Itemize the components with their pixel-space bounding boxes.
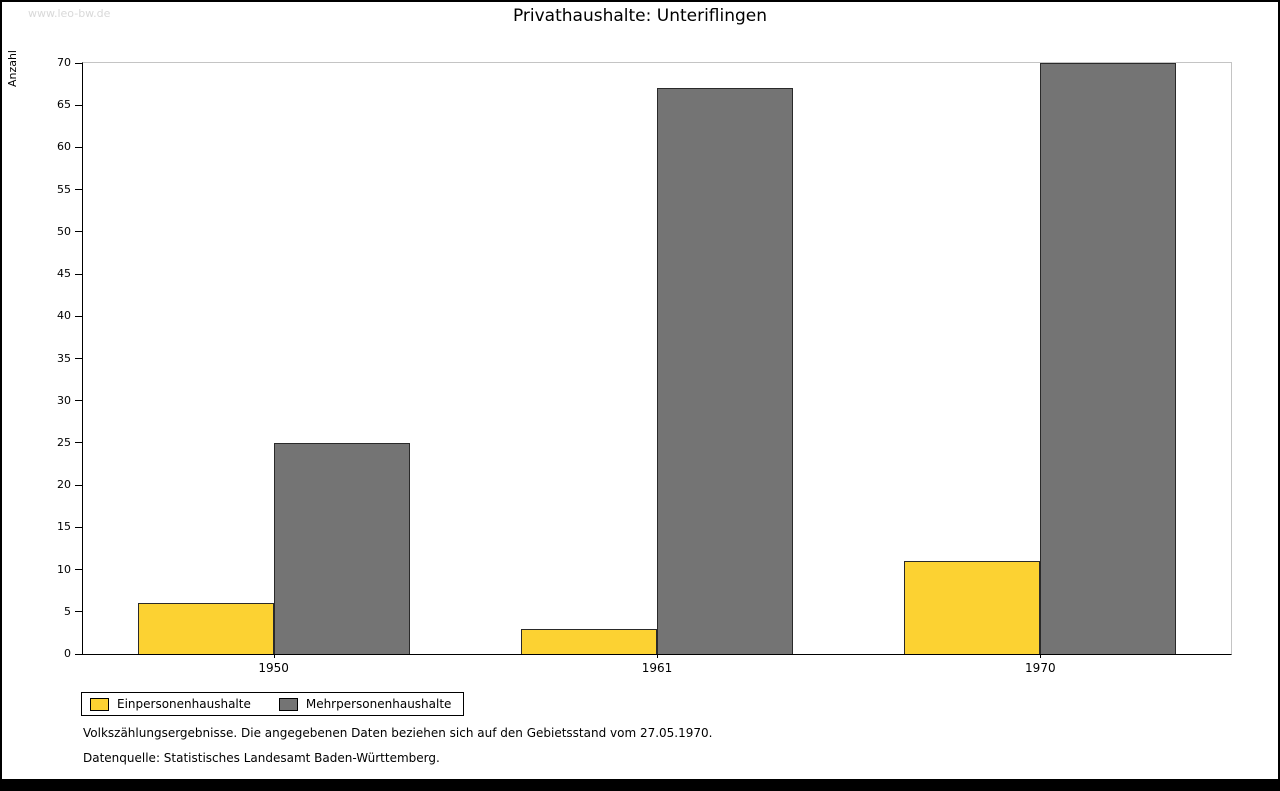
- y-tick: [75, 400, 83, 402]
- y-tick: [75, 653, 83, 655]
- x-tick-label: 1961: [465, 654, 848, 675]
- y-tick-label: 5: [64, 604, 71, 618]
- bar-1950-mehrpersonenhaushalte: [274, 442, 411, 654]
- footnotes: Volkszählungsergebnisse. Die angegebenen…: [83, 726, 712, 776]
- y-tick-label: 20: [57, 478, 71, 492]
- legend-item: Einpersonenhaushalte: [90, 697, 251, 711]
- y-tick-label: 50: [57, 224, 71, 238]
- y-tick-label: 0: [64, 647, 71, 660]
- y-axis: 0 5 10 15 20 25 30 35 40 45 50 55 60 65 70: [57, 56, 1231, 660]
- watermark: www.leo-bw.de: [28, 7, 111, 20]
- y-tick-label: 70: [57, 56, 71, 69]
- y-tick-label: 45: [57, 267, 71, 281]
- y-tick-label: 55: [57, 182, 71, 196]
- x-tick-label: 1950: [82, 654, 465, 675]
- bar-group-1961: [466, 63, 849, 654]
- legend-item: Mehrpersonenhaushalte: [278, 697, 452, 711]
- y-tick-label: 25: [57, 435, 71, 449]
- y-tick-label: 65: [57, 98, 71, 112]
- y-tick: [75, 104, 83, 106]
- legend-label: Einpersonenhaushalte: [117, 697, 251, 711]
- y-tick: [75, 526, 83, 528]
- x-tick: [656, 654, 658, 658]
- x-axis: 1950 1961 1970: [82, 654, 1232, 675]
- bar-1970-mehrpersonenhaushalte: [1039, 63, 1176, 654]
- y-tick-label: 35: [57, 351, 71, 365]
- bar-1970-einpersonenhaushalte: [903, 561, 1040, 654]
- y-tick: [75, 62, 83, 64]
- bar-1961-einpersonenhaushalte: [521, 628, 657, 654]
- footnote-line: Volkszählungsergebnisse. Die angegebenen…: [83, 726, 713, 740]
- y-tick-label: 60: [57, 140, 71, 154]
- plot-area: 0 5 10 15 20 25 30 35 40 45 50 55 60 65 70: [57, 56, 1232, 660]
- bar-series-area: [83, 63, 1231, 654]
- legend-swatch: [90, 697, 109, 711]
- y-tick: [75, 273, 83, 275]
- legend-swatch: [278, 697, 298, 711]
- y-tick-label: 40: [57, 309, 71, 323]
- x-tick: [1040, 654, 1042, 658]
- legend: Einpersonenhaushalte Mehrpersonenhaushalt…: [81, 692, 465, 716]
- y-tick: [75, 231, 83, 233]
- y-tick: [75, 146, 83, 148]
- y-tick: [75, 611, 83, 613]
- y-tick: [75, 358, 83, 359]
- bar-1961-mehrpersonenhaushalte: [657, 88, 793, 654]
- x-tick: [273, 654, 275, 658]
- y-tick: [75, 442, 83, 444]
- y-tick: [75, 484, 83, 486]
- footnote-line: Datenquelle: Statistisches Landesamt Bad…: [83, 751, 440, 765]
- y-tick: [75, 189, 83, 191]
- y-tick: [75, 569, 83, 571]
- chart-title: Privathaushalte: Unteriflingen: [512, 6, 768, 26]
- bar-group-1970: [848, 63, 1231, 654]
- y-tick-label: 30: [57, 393, 71, 407]
- y-tick-label: 10: [57, 562, 71, 576]
- bar-1950-einpersonenhaushalte: [138, 603, 275, 654]
- y-tick: [75, 315, 83, 317]
- y-tick-label: 15: [57, 520, 71, 534]
- bar-group-1950: [83, 63, 466, 654]
- legend-label: Mehrpersonenhaushalte: [305, 697, 452, 711]
- y-axis-label: Anzahl: [6, 50, 19, 88]
- x-tick-label: 1970: [849, 654, 1232, 675]
